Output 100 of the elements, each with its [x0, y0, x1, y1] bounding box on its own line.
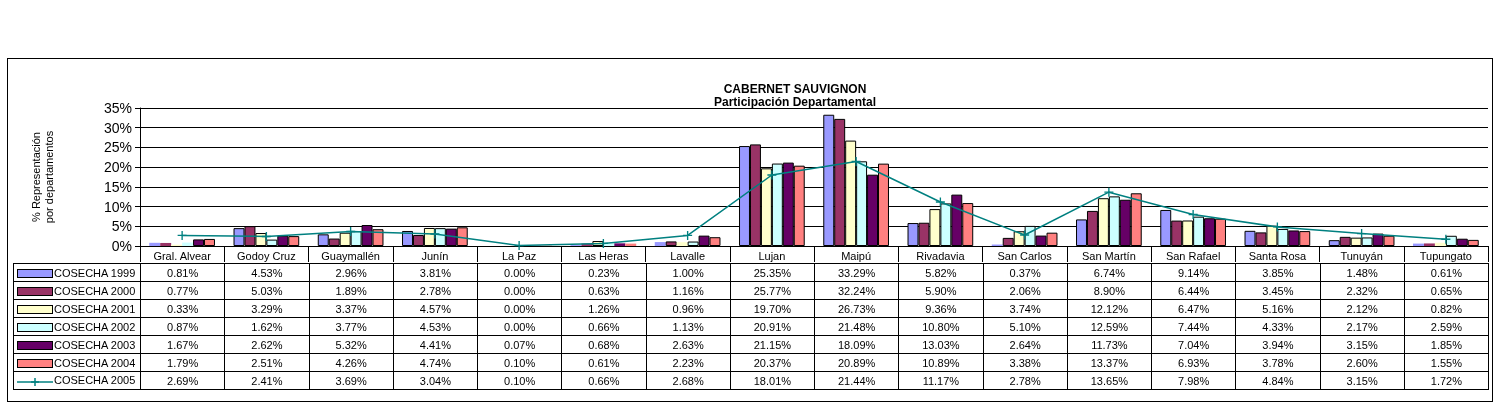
data-label: 7.04%: [1151, 335, 1236, 354]
data-label: 4.84%: [1235, 371, 1320, 390]
data-label: 4.41%: [393, 335, 478, 354]
data-label: 3.85%: [1235, 263, 1320, 282]
data-label: 2.64%: [983, 335, 1068, 354]
data-label: 5.32%: [309, 335, 394, 354]
x-tick-label: Godoy Cruz: [237, 249, 296, 262]
data-label: 10.80%: [898, 317, 983, 336]
data-label: 0.10%: [477, 371, 562, 390]
data-label: 13.37%: [1067, 353, 1152, 372]
data-label: 2.69%: [140, 371, 225, 390]
data-label: 3.69%: [309, 371, 394, 390]
data-label: 5.16%: [1235, 299, 1320, 318]
y-tick-label: 20%: [103, 159, 132, 176]
x-tick-label: La Paz: [502, 249, 537, 262]
data-label: 2.62%: [224, 335, 309, 354]
x-tick-label: San Carlos: [997, 249, 1053, 262]
data-label: 25.77%: [730, 281, 815, 300]
data-label: 10.89%: [898, 353, 983, 372]
data-label: 4.53%: [224, 263, 309, 282]
x-tick-label: Tupungato: [1419, 249, 1472, 262]
legend-label: COSECHA 2005: [54, 374, 136, 387]
x-tick-label: Junín: [421, 249, 449, 262]
data-label: 18.09%: [814, 335, 899, 354]
data-label: 2.12%: [1320, 299, 1405, 318]
data-label: 2.59%: [1404, 317, 1489, 336]
data-label: 1.16%: [646, 281, 731, 300]
data-label: 8.90%: [1067, 281, 1152, 300]
data-label: 5.03%: [224, 281, 309, 300]
data-label: 21.48%: [814, 317, 899, 336]
x-tick-label: Las Heras: [578, 249, 629, 262]
x-tick-label: Tunuyán: [1340, 249, 1383, 262]
y-tick-label: 5%: [111, 218, 132, 235]
data-label: 3.04%: [393, 371, 478, 390]
x-tick-label: Gral. Alvear: [153, 249, 212, 262]
data-label: 26.73%: [814, 299, 899, 318]
data-label: 2.23%: [646, 353, 731, 372]
data-label: 3.78%: [1235, 353, 1320, 372]
data-label: 0.00%: [477, 317, 562, 336]
data-label: 0.68%: [561, 335, 646, 354]
x-tick-label: Maipú: [841, 249, 872, 262]
data-label: 12.59%: [1067, 317, 1152, 336]
legend-label: COSECHA 2003: [54, 338, 136, 351]
chart-title: CABERNET SAUVIGNON: [723, 82, 867, 96]
data-label: 1.62%: [224, 317, 309, 336]
data-label: 2.41%: [224, 371, 309, 390]
data-label: 0.00%: [477, 299, 562, 318]
data-label: 2.78%: [983, 371, 1068, 390]
data-label: 4.74%: [393, 353, 478, 372]
data-label: 3.15%: [1320, 371, 1405, 390]
x-tick-label: Lujan: [758, 249, 786, 262]
legend-label: COSECHA 2002: [54, 320, 136, 333]
data-label: 2.06%: [983, 281, 1068, 300]
y-tick-label: 0%: [111, 238, 132, 254]
data-label: 3.29%: [224, 299, 309, 318]
data-label: 3.15%: [1320, 335, 1405, 354]
y-axis-title: % Representación por departamentos: [29, 130, 55, 224]
data-label: 1.00%: [646, 263, 731, 282]
data-label: 0.65%: [1404, 281, 1489, 300]
data-label: 32.24%: [814, 281, 899, 300]
x-tick-label: San Martín: [1081, 249, 1136, 262]
data-label: 6.93%: [1151, 353, 1236, 372]
data-label: 0.00%: [477, 263, 562, 282]
data-label: 0.66%: [561, 371, 646, 390]
data-label: 3.81%: [393, 263, 478, 282]
data-label: 2.51%: [224, 353, 309, 372]
data-label: 25.35%: [730, 263, 815, 282]
data-label: 3.37%: [309, 299, 394, 318]
legend-label: COSECHA 1999: [54, 266, 136, 279]
data-label: 33.29%: [814, 263, 899, 282]
y-tick-label: 15%: [103, 178, 132, 195]
y-tick-label: 30%: [103, 119, 132, 136]
data-label: 20.89%: [814, 353, 899, 372]
x-tick-label: Lavalle: [670, 249, 706, 262]
data-label: 0.00%: [477, 281, 562, 300]
data-label: 21.15%: [730, 335, 815, 354]
data-label: 0.10%: [477, 353, 562, 372]
data-label: 1.55%: [1404, 353, 1489, 372]
data-label: 0.81%: [140, 263, 225, 282]
data-label: 6.47%: [1151, 299, 1236, 318]
x-tick-label: San Rafael: [1165, 249, 1221, 262]
data-label: 7.44%: [1151, 317, 1236, 336]
legend-label: COSECHA 2004: [54, 356, 136, 369]
data-label: 9.36%: [898, 299, 983, 318]
y-tick-label: 10%: [103, 198, 132, 215]
data-label: 4.53%: [393, 317, 478, 336]
data-label: 6.74%: [1067, 263, 1152, 282]
data-label: 0.61%: [1404, 263, 1489, 282]
data-label: 1.89%: [309, 281, 394, 300]
data-label: 0.23%: [561, 263, 646, 282]
data-label: 1.48%: [1320, 263, 1405, 282]
data-label: 2.68%: [646, 371, 731, 390]
data-label: 0.66%: [561, 317, 646, 336]
data-label: 13.65%: [1067, 371, 1152, 390]
data-label: 0.07%: [477, 335, 562, 354]
data-label: 11.17%: [898, 371, 983, 390]
legend-label: COSECHA 2000: [54, 284, 136, 297]
data-label: 1.26%: [561, 299, 646, 318]
y-tick-label: 35%: [103, 100, 132, 116]
data-label: 3.77%: [309, 317, 394, 336]
